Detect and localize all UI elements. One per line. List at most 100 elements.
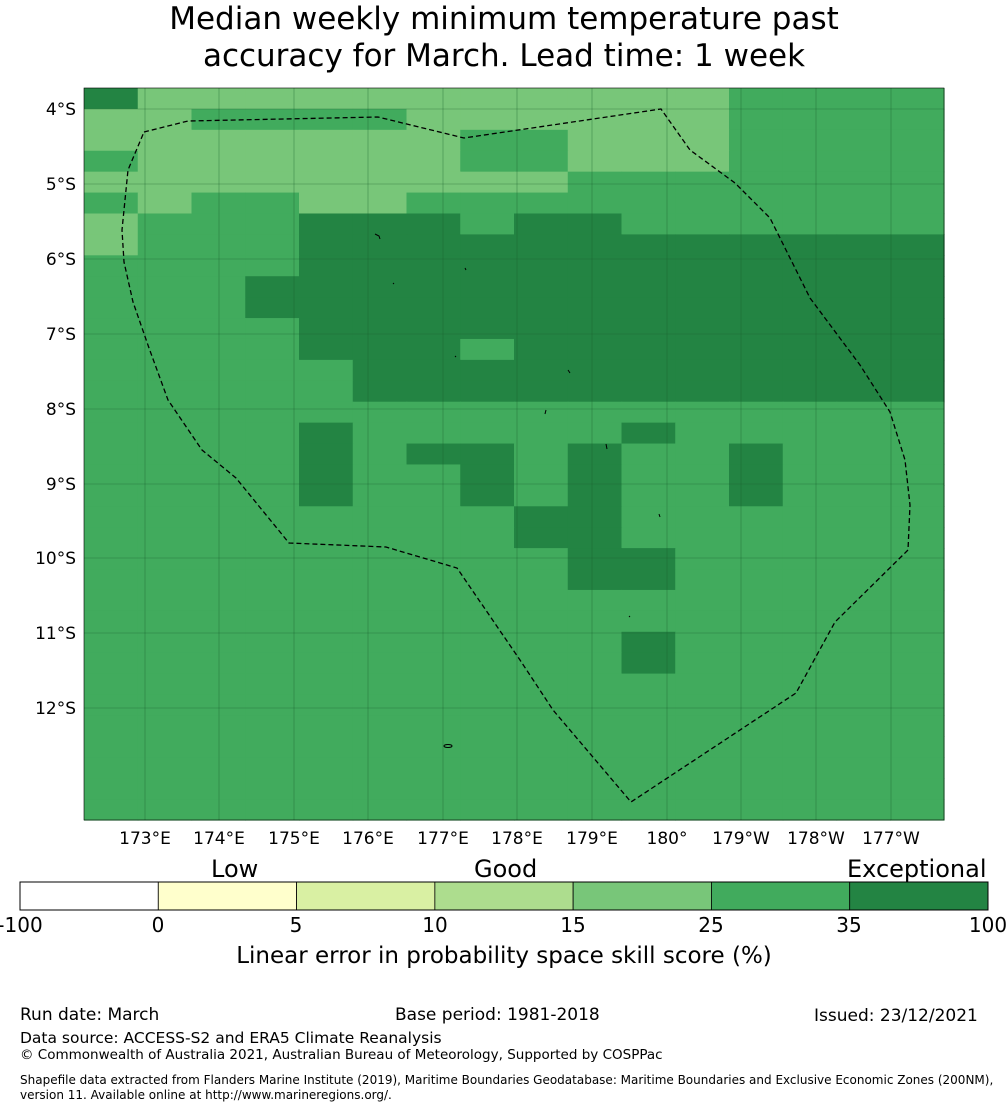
skill-cell bbox=[675, 213, 730, 235]
skill-cell bbox=[890, 297, 945, 319]
skill-cell bbox=[890, 359, 945, 382]
skill-cell bbox=[836, 318, 891, 340]
skill-cell bbox=[729, 757, 784, 779]
skill-cell bbox=[352, 757, 408, 779]
skill-cell bbox=[299, 631, 354, 654]
skill-cell bbox=[836, 778, 891, 800]
skill-cell bbox=[514, 715, 569, 737]
skill-cell bbox=[137, 631, 193, 654]
skill-cell bbox=[514, 129, 569, 152]
skill-cell bbox=[567, 129, 623, 152]
skill-cell bbox=[191, 108, 246, 131]
skill-cell bbox=[782, 464, 838, 486]
skill-cell bbox=[352, 506, 408, 528]
skill-cell bbox=[621, 652, 676, 675]
skill-cell bbox=[621, 464, 676, 486]
skill-cell bbox=[890, 318, 945, 340]
colorbar-label: Linear error in probability space skill … bbox=[236, 943, 772, 969]
latitude-label: 5°S bbox=[46, 175, 76, 195]
skill-cell bbox=[84, 464, 139, 486]
skill-cell bbox=[729, 380, 784, 403]
latitude-label: 4°S bbox=[46, 100, 76, 120]
skill-cell bbox=[352, 569, 408, 591]
skill-cell bbox=[245, 297, 300, 319]
skill-cell bbox=[84, 548, 139, 570]
skill-cell bbox=[621, 108, 676, 131]
longitude-label: 177°E bbox=[417, 829, 469, 849]
latitude-label: 12°S bbox=[35, 699, 76, 719]
skill-cell bbox=[729, 129, 784, 152]
skill-cell bbox=[729, 213, 784, 235]
skill-cell bbox=[729, 799, 784, 821]
skill-cell bbox=[352, 297, 408, 319]
latitude-label: 9°S bbox=[46, 475, 76, 495]
skill-cell bbox=[782, 548, 838, 570]
skill-cell bbox=[460, 673, 515, 696]
skill-cell bbox=[84, 694, 139, 717]
skill-cell bbox=[245, 150, 300, 173]
data-source: Data source: ACCESS-S2 and ERA5 Climate … bbox=[20, 1029, 442, 1047]
skill-cell bbox=[191, 255, 246, 277]
skill-cell bbox=[84, 380, 139, 403]
skill-cell bbox=[406, 150, 461, 173]
skill-cell bbox=[460, 778, 515, 800]
skill-cell bbox=[675, 108, 730, 131]
longitude-label: 174°E bbox=[193, 829, 245, 849]
colorbar-tick-minus-100: -100 bbox=[0, 913, 43, 937]
skill-cell bbox=[352, 255, 408, 277]
skill-cell bbox=[514, 318, 569, 340]
skill-cell bbox=[137, 171, 193, 194]
skill-cell bbox=[352, 380, 408, 403]
skill-cell bbox=[567, 485, 623, 507]
skill-cell bbox=[245, 443, 300, 466]
skill-cell bbox=[729, 88, 784, 110]
skill-cell bbox=[836, 548, 891, 570]
longitude-label: 179°E bbox=[566, 829, 618, 849]
skill-cell bbox=[675, 506, 730, 528]
category-exceptional: Exceptional bbox=[847, 855, 987, 883]
skill-cell bbox=[352, 88, 408, 110]
skill-cell bbox=[460, 380, 515, 403]
skill-cell bbox=[460, 506, 515, 528]
skill-cell bbox=[299, 652, 354, 675]
skill-cell bbox=[514, 485, 569, 507]
skill-cell bbox=[567, 506, 623, 528]
skill-cell bbox=[299, 778, 354, 800]
skill-cell bbox=[137, 548, 193, 570]
skill-cell bbox=[137, 359, 193, 382]
skill-cell bbox=[191, 694, 246, 717]
skill-cell bbox=[514, 631, 569, 654]
skill-cell bbox=[514, 443, 569, 466]
skill-cell bbox=[782, 234, 838, 256]
skill-cell bbox=[890, 401, 945, 424]
map-frame bbox=[83, 87, 945, 821]
skill-cell bbox=[460, 610, 515, 633]
skill-cell bbox=[299, 589, 354, 612]
skill-cell bbox=[460, 715, 515, 737]
skill-cell bbox=[729, 631, 784, 654]
skill-cell bbox=[621, 150, 676, 173]
skill-cell bbox=[514, 569, 569, 591]
skill-cell bbox=[621, 694, 676, 717]
skill-cell bbox=[352, 778, 408, 800]
skill-cell bbox=[406, 506, 461, 528]
skill-cell bbox=[406, 213, 461, 235]
skill-cell bbox=[191, 297, 246, 319]
skill-cell bbox=[191, 276, 246, 298]
skill-cell bbox=[406, 108, 461, 131]
latitude-label: 7°S bbox=[46, 325, 76, 345]
colorbar-tick-35: 35 bbox=[836, 913, 862, 937]
colorbar-tick-15: 15 bbox=[560, 913, 586, 937]
skill-cell bbox=[890, 589, 945, 612]
skill-cell bbox=[191, 401, 246, 424]
skill-cell bbox=[299, 464, 354, 486]
longitude-label: 179°W bbox=[712, 829, 770, 849]
skill-cell bbox=[890, 757, 945, 779]
skill-cell bbox=[406, 297, 461, 319]
skill-cell bbox=[729, 778, 784, 800]
skill-cell bbox=[567, 757, 623, 779]
skill-cell bbox=[782, 736, 838, 758]
skill-cell bbox=[782, 527, 838, 549]
skill-cell bbox=[406, 171, 461, 194]
skill-cell bbox=[84, 443, 139, 466]
